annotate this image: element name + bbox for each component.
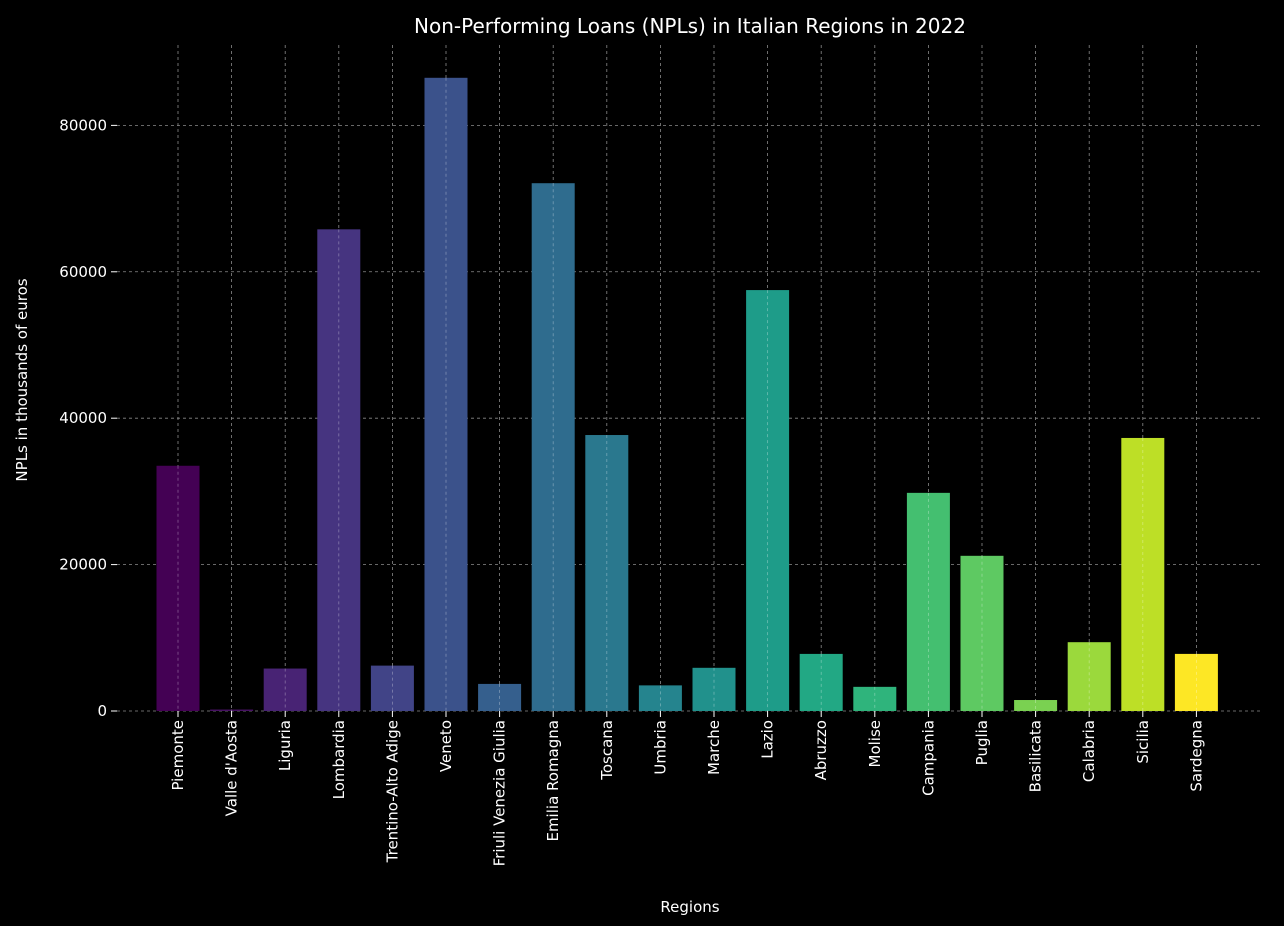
x-tick-label: Lombardia: [330, 720, 348, 799]
bar-emilia-romagna: [531, 183, 575, 711]
bar-molise: [853, 686, 897, 711]
bar-lombardia: [317, 229, 361, 712]
x-tick-label: Friuli Venezia Giulia: [491, 720, 509, 866]
x-tick-label: Calabria: [1080, 720, 1098, 782]
x-tick-label: Liguria: [276, 720, 294, 771]
x-axis-label: Regions: [660, 898, 719, 916]
y-tick-label: 0: [97, 702, 107, 720]
x-tick-label: Veneto: [437, 720, 455, 772]
bar-toscana: [585, 435, 629, 711]
y-axis-label: NPLs in thousands of euros: [13, 278, 31, 481]
x-tick-label: Marche: [705, 720, 723, 775]
x-tick-label: Emilia Romagna: [544, 720, 562, 842]
chart-title: Non-Performing Loans (NPLs) in Italian R…: [414, 14, 966, 38]
x-tick-label: Campania: [919, 720, 937, 796]
x-tick-label: Sardegna: [1187, 720, 1205, 792]
y-tick-label: 20000: [59, 556, 107, 574]
bar-liguria: [263, 668, 307, 711]
bar-sardegna: [1174, 653, 1218, 711]
bars: [156, 77, 1218, 712]
bar-abruzzo: [799, 653, 843, 711]
x-axis: Piemonte Valle d'Aosta Liguria Lombardia Tre…: [169, 711, 1205, 866]
bar-campania: [906, 492, 950, 711]
x-tick-label: Umbria: [651, 720, 669, 775]
x-tick-label: Trentino-Alto Adige: [383, 720, 401, 863]
y-tick-label: 60000: [59, 263, 107, 281]
x-tick-label: Sicilia: [1134, 720, 1152, 764]
bar-friuli-venezia-giulia: [478, 683, 522, 711]
x-tick-label: Molise: [866, 720, 884, 768]
bar-valle-d-aosta: [210, 709, 254, 711]
x-tick-label: Puglia: [973, 720, 991, 765]
bar-sicilia: [1121, 437, 1165, 711]
bar-trentino-alto-adige: [370, 665, 414, 711]
x-tick-label: Toscana: [598, 720, 616, 781]
bar-basilicata: [1014, 700, 1058, 711]
bar-marche: [692, 667, 736, 711]
x-tick-label: Abruzzo: [812, 720, 830, 780]
x-tick-label: Basilicata: [1027, 720, 1045, 792]
x-tick-label: Valle d'Aosta: [223, 720, 241, 816]
bar-veneto: [424, 77, 468, 711]
bar-calabria: [1067, 642, 1111, 711]
bar-puglia: [960, 555, 1004, 711]
bar-piemonte: [156, 465, 200, 711]
x-tick-label: Lazio: [759, 720, 777, 759]
bar-lazio: [746, 290, 790, 711]
y-axis: 0 20000 40000 60000 80000: [59, 116, 117, 720]
bar-umbria: [638, 685, 682, 711]
grid-lines: [117, 45, 1262, 712]
y-tick-label: 40000: [59, 409, 107, 427]
y-tick-label: 80000: [59, 116, 107, 134]
x-tick-label: Piemonte: [169, 720, 187, 791]
